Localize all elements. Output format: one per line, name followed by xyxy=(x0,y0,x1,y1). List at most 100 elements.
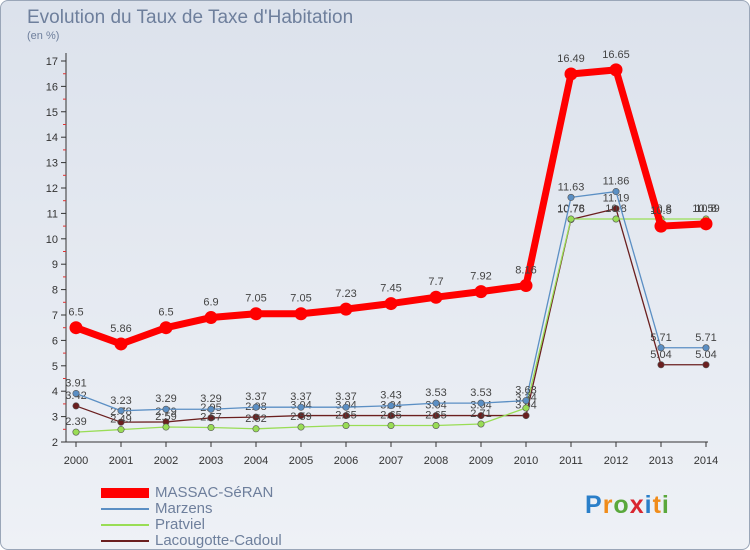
legend-swatch xyxy=(101,540,149,542)
y-tick-label: 5 xyxy=(52,361,58,373)
data-point xyxy=(609,63,623,77)
data-label: 16.49 xyxy=(557,53,585,65)
data-label: 7.92 xyxy=(470,271,491,283)
data-label: 2.65 xyxy=(335,409,356,421)
data-point xyxy=(477,399,485,407)
data-label: 5.86 xyxy=(110,323,131,335)
data-point xyxy=(297,403,305,411)
y-tick-label: 9 xyxy=(52,259,58,271)
data-point xyxy=(522,397,530,405)
legend-label: Pratviel xyxy=(155,516,206,533)
legend-label: Marzens xyxy=(155,500,213,517)
data-point xyxy=(297,412,305,420)
data-point xyxy=(612,215,620,223)
x-tick-label: 2004 xyxy=(244,455,268,467)
data-label: 3.63 xyxy=(515,385,536,397)
x-tick-label: 2003 xyxy=(199,455,223,467)
data-label: 6.9 xyxy=(203,297,218,309)
data-label: 3.37 xyxy=(245,391,266,403)
data-label: 5.71 xyxy=(695,332,716,344)
x-tick-label: 2013 xyxy=(649,455,673,467)
data-label: 11.86 xyxy=(603,176,630,188)
data-label: 3.43 xyxy=(380,390,401,402)
data-label: 7.23 xyxy=(335,288,356,300)
data-point xyxy=(207,414,215,422)
data-label: 16.65 xyxy=(602,49,630,61)
data-label: 10.5 xyxy=(650,205,671,217)
data-point xyxy=(429,290,443,304)
data-point xyxy=(702,361,710,369)
data-point xyxy=(162,423,170,431)
data-label: 3.53 xyxy=(470,387,491,399)
data-label: 2.65 xyxy=(425,409,446,421)
data-point xyxy=(702,344,710,352)
x-tick-label: 2000 xyxy=(64,455,88,467)
data-point xyxy=(657,361,665,369)
y-tick-label: 11 xyxy=(47,208,58,220)
data-point xyxy=(477,420,485,428)
data-label: 3.37 xyxy=(335,391,356,403)
data-point xyxy=(522,412,530,420)
x-tick-label: 2002 xyxy=(154,455,178,467)
data-point xyxy=(519,279,533,293)
data-point xyxy=(252,403,260,411)
data-label: 3.37 xyxy=(290,391,311,403)
data-label: 3.53 xyxy=(425,387,446,399)
x-tick-label: 2010 xyxy=(514,455,538,467)
x-tick-label: 2014 xyxy=(694,455,718,467)
data-point xyxy=(432,412,440,420)
data-point xyxy=(654,219,668,233)
data-point xyxy=(117,418,125,426)
x-tick-label: 2009 xyxy=(469,455,493,467)
x-tick-label: 2007 xyxy=(379,455,403,467)
data-label: 3.91 xyxy=(65,377,86,389)
data-label: 10.8 xyxy=(695,203,716,215)
data-label: 5.04 xyxy=(650,349,671,361)
data-label: 2.71 xyxy=(470,408,491,420)
y-tick-label: 2 xyxy=(52,437,58,449)
data-point xyxy=(207,424,215,432)
data-point xyxy=(477,412,485,420)
data-point xyxy=(252,425,260,433)
data-point xyxy=(342,412,350,420)
data-label: 10.8 xyxy=(605,203,626,215)
data-point xyxy=(339,302,353,316)
series-massac-s-ran: 6.5 5.86 6.5 6.9 7.05 7.05 7.23 7.45 7.7 7.92 8.16… xyxy=(68,49,720,351)
data-point xyxy=(72,402,80,410)
data-label: 2.57 xyxy=(200,412,221,424)
data-point xyxy=(432,399,440,407)
data-point xyxy=(162,405,170,413)
data-label: 3.29 xyxy=(200,393,221,405)
data-point xyxy=(297,423,305,431)
data-point xyxy=(114,337,128,351)
data-label: 3.29 xyxy=(155,393,176,405)
series-marzens: 3.91 3.23 3.29 3.29 3.37 3.37 3.37 3.43 3.53 3.53… xyxy=(65,176,717,415)
x-tick-label: 2001 xyxy=(109,455,133,467)
data-point xyxy=(567,215,575,223)
data-point xyxy=(252,413,260,421)
data-point xyxy=(72,428,80,436)
data-point xyxy=(249,307,263,321)
data-point xyxy=(207,405,215,413)
y-tick-label: 7 xyxy=(52,310,58,322)
data-label: 2.65 xyxy=(380,409,401,421)
data-label: 7.7 xyxy=(428,276,443,288)
y-tick-label: 6 xyxy=(52,335,58,347)
data-label: 3.23 xyxy=(110,395,131,407)
data-point xyxy=(432,421,440,429)
data-label: 5.71 xyxy=(650,332,671,344)
data-point xyxy=(387,412,395,420)
data-label: 2.59 xyxy=(155,411,176,423)
x-tick-label: 2012 xyxy=(604,455,628,467)
data-label: 7.45 xyxy=(380,283,401,295)
y-tick-label: 12 xyxy=(46,183,58,195)
data-label: 2.49 xyxy=(110,414,131,426)
data-label: 11.63 xyxy=(558,181,585,193)
y-tick-label: 13 xyxy=(46,158,58,170)
data-point xyxy=(612,205,620,213)
data-point xyxy=(387,421,395,429)
legend-label: Lacougotte-Cadoul xyxy=(155,532,282,549)
data-point xyxy=(564,67,578,81)
y-tick-label: 16 xyxy=(46,81,58,93)
